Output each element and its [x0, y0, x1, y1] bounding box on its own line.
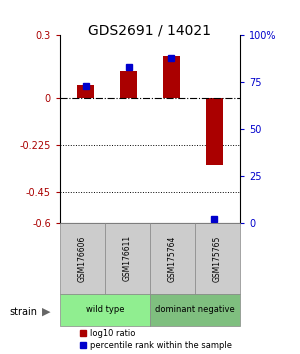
Bar: [77, 85, 94, 98]
Text: GSM176611: GSM176611: [123, 235, 132, 281]
Text: wild type: wild type: [86, 305, 124, 314]
Text: GSM175765: GSM175765: [213, 235, 222, 282]
Text: GSM175764: GSM175764: [168, 235, 177, 282]
Bar: [206, 98, 223, 165]
FancyBboxPatch shape: [105, 223, 150, 294]
Text: GSM176606: GSM176606: [78, 235, 87, 282]
Text: strain: strain: [9, 307, 37, 316]
FancyBboxPatch shape: [150, 294, 240, 326]
FancyBboxPatch shape: [60, 294, 150, 326]
Bar: [120, 71, 137, 98]
Legend: log10 ratio, percentile rank within the sample: log10 ratio, percentile rank within the …: [80, 329, 232, 350]
FancyBboxPatch shape: [195, 223, 240, 294]
Bar: [163, 56, 180, 98]
Text: ▶: ▶: [42, 307, 51, 316]
Text: GDS2691 / 14021: GDS2691 / 14021: [88, 23, 212, 37]
Text: dominant negative: dominant negative: [155, 305, 235, 314]
FancyBboxPatch shape: [150, 223, 195, 294]
FancyBboxPatch shape: [60, 223, 105, 294]
